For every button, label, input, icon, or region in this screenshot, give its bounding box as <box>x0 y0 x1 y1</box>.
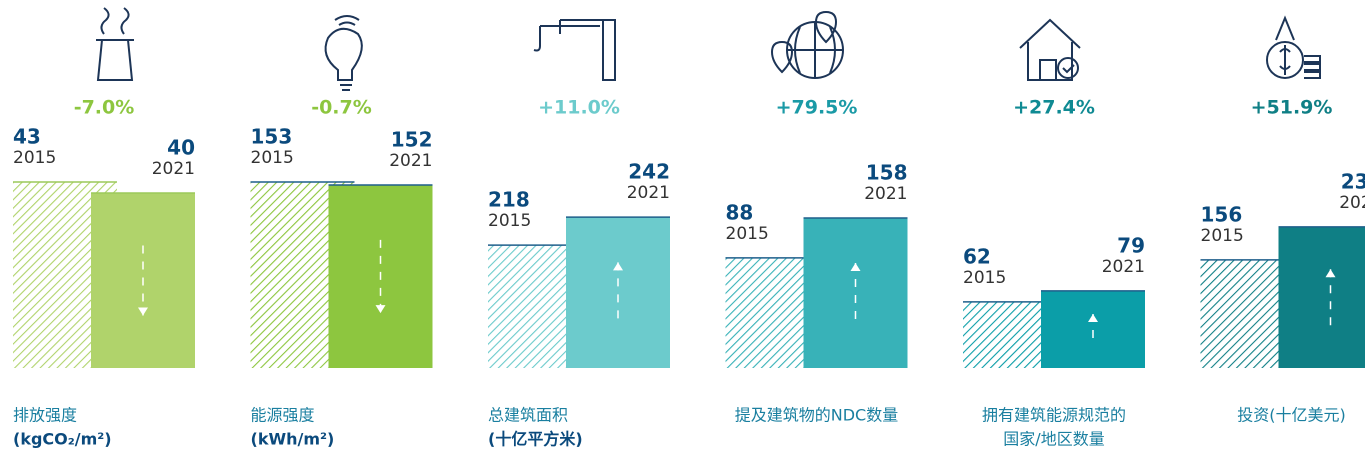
icon-globe <box>772 12 843 78</box>
value-2021: 152 <box>391 128 433 152</box>
panel-label: 投资(十亿美元) <box>1237 406 1346 425</box>
panel-label: 总建筑面积 <box>488 406 568 425</box>
panel-label: (kgCO₂/m²) <box>13 430 112 449</box>
icons <box>96 8 1320 90</box>
year-2021: 2021 <box>1339 193 1365 213</box>
change-label: +79.5% <box>776 97 858 119</box>
change-label: -7.0% <box>74 97 135 119</box>
year-2021: 2021 <box>864 184 907 204</box>
icon-crane <box>534 20 615 80</box>
change-label: -0.7% <box>311 97 372 119</box>
year-2015: 2015 <box>726 224 769 244</box>
value-2015: 153 <box>251 125 293 149</box>
year-2015: 2015 <box>1201 226 1244 246</box>
value-2015: 156 <box>1201 202 1243 226</box>
value-2021: 242 <box>628 160 670 184</box>
year-2015: 2015 <box>488 211 531 231</box>
icon-house <box>1020 20 1080 80</box>
icon-investment <box>1267 18 1320 78</box>
change-label: +51.9% <box>1251 97 1333 119</box>
change-label: +11.0% <box>538 97 620 119</box>
value-2015: 88 <box>726 200 754 224</box>
value-2021: 79 <box>1117 233 1145 257</box>
panel-label: 国家/地区数量 <box>1003 430 1104 449</box>
year-2021: 2021 <box>1102 257 1145 277</box>
change-label: +27.4% <box>1013 97 1095 119</box>
bar-2021 <box>1041 291 1145 368</box>
bar-2021 <box>566 217 670 368</box>
value-2015: 62 <box>963 244 991 268</box>
panel-label: (十亿平方米) <box>488 430 583 449</box>
year-2021: 2021 <box>389 151 432 171</box>
value-2015: 43 <box>13 125 41 149</box>
value-2021: 40 <box>167 135 195 159</box>
icon-chimney <box>96 8 134 80</box>
bar-2021 <box>804 218 908 368</box>
value-2015: 218 <box>488 188 530 212</box>
panel-label: 能源强度 <box>251 406 315 425</box>
value-2021: 158 <box>866 160 908 184</box>
icon-bulb <box>326 16 362 90</box>
panel-label: 排放强度 <box>13 406 77 425</box>
value-2021: 237 <box>1341 169 1365 193</box>
year-2015: 2015 <box>251 148 294 168</box>
year-2021: 2021 <box>152 159 195 179</box>
panel-label: (kWh/m²) <box>251 430 335 449</box>
panel-label: 拥有建筑能源规范的 <box>982 406 1126 425</box>
year-2015: 2015 <box>963 268 1006 288</box>
year-2021: 2021 <box>627 183 670 203</box>
bar-2021 <box>1279 227 1365 368</box>
panel-label: 提及建筑物的NDC数量 <box>735 406 898 425</box>
year-2015: 2015 <box>13 148 56 168</box>
